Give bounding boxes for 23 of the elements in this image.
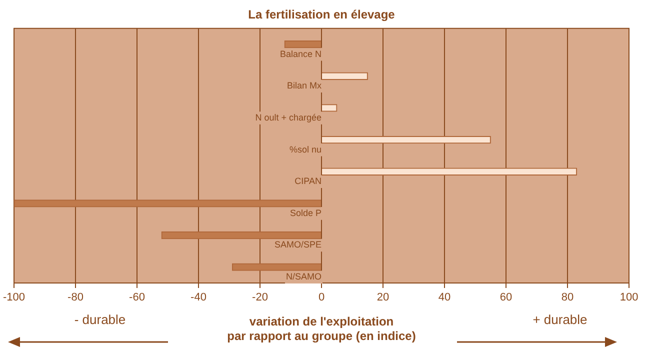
- y-tick-label: SAMO/SPE: [274, 240, 322, 250]
- y-tick-label: Solde P: [290, 208, 322, 218]
- y-tick-label: CIPAN: [294, 176, 322, 186]
- x-tick-label: 20: [376, 292, 390, 304]
- y-tick-label: N oult + chargée: [255, 112, 322, 122]
- text: + durable: [532, 312, 588, 327]
- x-tick-label: -60: [129, 292, 145, 304]
- x-tick-label: 100: [620, 292, 638, 304]
- x-tick-label: -100: [2, 292, 26, 304]
- x-tick-label: -20: [252, 292, 268, 304]
- y-tick-label: Bilan Mx: [286, 80, 322, 91]
- x-axis-title: variation de l'exploitation par rapport au groupe (en indice): [227, 314, 416, 344]
- y-tick-label: %sol nu: [289, 144, 322, 154]
- x-tick-label: 0: [318, 292, 325, 304]
- text: - durable: [73, 312, 127, 327]
- y-tick-label: N/SAMO: [286, 272, 322, 282]
- x-tick-label: 80: [561, 292, 574, 304]
- x-tick-label: 40: [438, 292, 451, 304]
- x-tick-label: -40: [190, 292, 206, 304]
- y-tick-label: Balance N: [280, 48, 322, 59]
- x-tick-label: -80: [68, 292, 84, 304]
- x-tick-label: 60: [500, 292, 512, 304]
- chart-title: La fertilisation en élevage: [248, 8, 396, 22]
